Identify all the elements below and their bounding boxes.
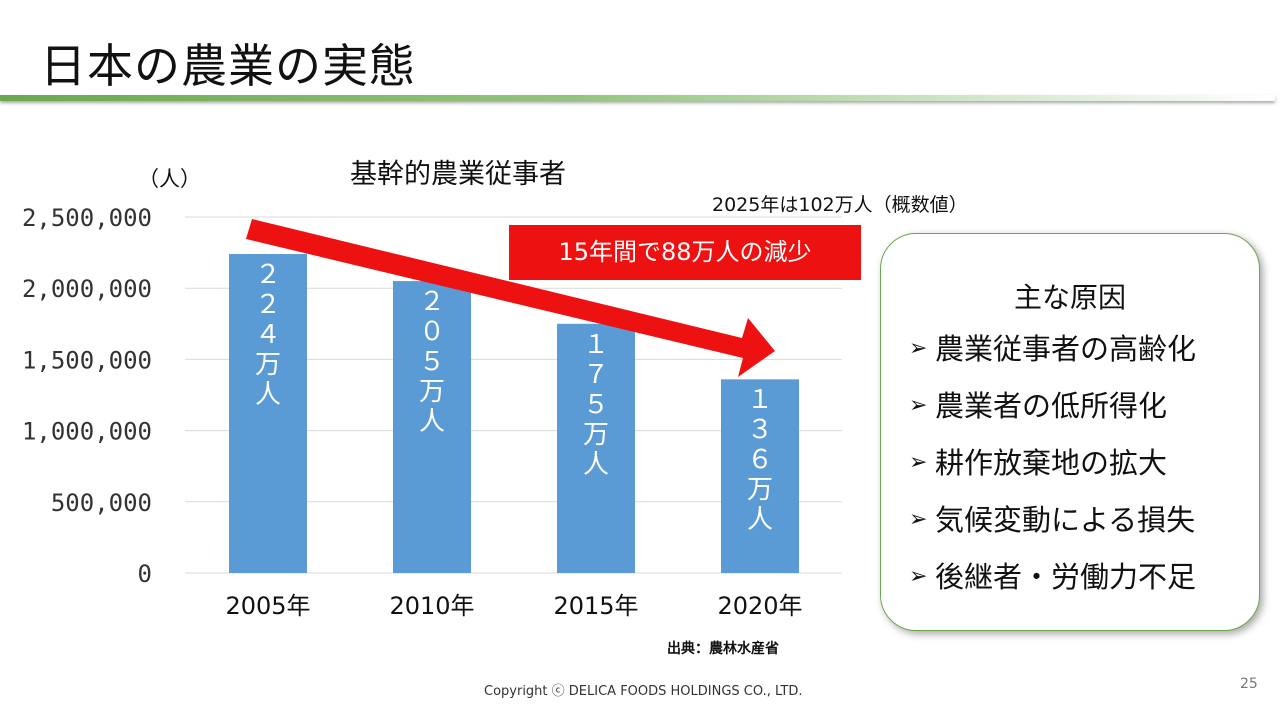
- x-tick-label: 2020年: [717, 592, 802, 620]
- bar-data-label: ２０５万人: [418, 287, 445, 438]
- y-tick-label: 0: [138, 560, 152, 588]
- arrow-bullet-icon: ➢: [909, 450, 928, 475]
- x-tick-label: 2015年: [553, 592, 638, 620]
- bar-data-label: ２２４万人: [254, 260, 281, 411]
- estimate-note: 2025年は102万人（概数値）: [712, 194, 968, 216]
- reason-text: 農業者の低所得化: [935, 389, 1168, 423]
- bar-data-label: １３６万人: [746, 385, 773, 536]
- reasons-box: 主な原因 ➢ 農業従事者の高齢化 ➢ 農業者の低所得化 ➢ 耕作放棄地の拡大 ➢ 気候変…: [880, 233, 1260, 631]
- y-tick-label: 1,500,000: [22, 346, 152, 374]
- slide-title: 日本の農業の実態: [40, 39, 416, 93]
- reasons-heading: 主な原因: [1013, 281, 1126, 314]
- reason-item: ➢ 気候変動による損失: [881, 503, 1259, 560]
- y-tick-label: 1,000,000: [22, 418, 152, 446]
- reason-text: 気候変動による損失: [935, 503, 1196, 537]
- reasons-list: ➢ 農業従事者の高齢化 ➢ 農業者の低所得化 ➢ 耕作放棄地の拡大 ➢ 気候変動による損…: [881, 332, 1259, 617]
- bar-data-label: １７５万人: [582, 329, 609, 480]
- bar: [557, 323, 635, 573]
- x-tick-label: 2010年: [389, 592, 474, 620]
- y-tick-label: 500,000: [51, 489, 152, 517]
- reason-item: ➢ 農業従事者の高齢化: [881, 332, 1259, 389]
- reason-text: 農業従事者の高齢化: [935, 332, 1197, 366]
- y-axis-ticks: 0 500,000 1,000,000 1,500,000 2,000,000 2,500…: [22, 204, 152, 588]
- source-citation: 出典：農林水産省: [667, 641, 779, 657]
- bar: [393, 281, 471, 573]
- reason-item: ➢ 農業者の低所得化: [881, 389, 1259, 446]
- y-axis-unit: （人）: [138, 167, 201, 191]
- arrow-bullet-icon: ➢: [909, 564, 928, 589]
- trend-arrow-shape: [246, 219, 775, 377]
- arrow-bullet-icon: ➢: [909, 393, 928, 418]
- reason-item: ➢ 後継者・労働力不足: [881, 560, 1259, 617]
- bar: [229, 254, 307, 574]
- y-tick-label: 2,500,000: [22, 204, 152, 232]
- title-divider: [0, 95, 1275, 101]
- bars: [229, 254, 799, 574]
- bar: [721, 379, 799, 573]
- arrow-bullet-icon: ➢: [909, 336, 928, 361]
- y-tick-label: 2,000,000: [22, 275, 152, 303]
- chart-title: 基幹的農業従事者: [350, 159, 566, 190]
- x-tick-label: 2005年: [225, 592, 310, 620]
- page-number: 25: [1240, 676, 1258, 692]
- reason-text: 耕作放棄地の拡大: [935, 446, 1168, 480]
- reason-text: 後継者・労働力不足: [935, 560, 1197, 594]
- decrease-callout: 15年間で88万人の減少: [509, 225, 861, 280]
- trend-arrow: [246, 219, 775, 377]
- arrow-bullet-icon: ➢: [909, 507, 928, 532]
- x-axis-labels: 2005年 2010年 2015年 2020年: [225, 592, 802, 620]
- copyright: Copyright ⓒ DELICA FOODS HOLDINGS CO., L…: [484, 684, 803, 699]
- reason-item: ➢ 耕作放棄地の拡大: [881, 446, 1259, 503]
